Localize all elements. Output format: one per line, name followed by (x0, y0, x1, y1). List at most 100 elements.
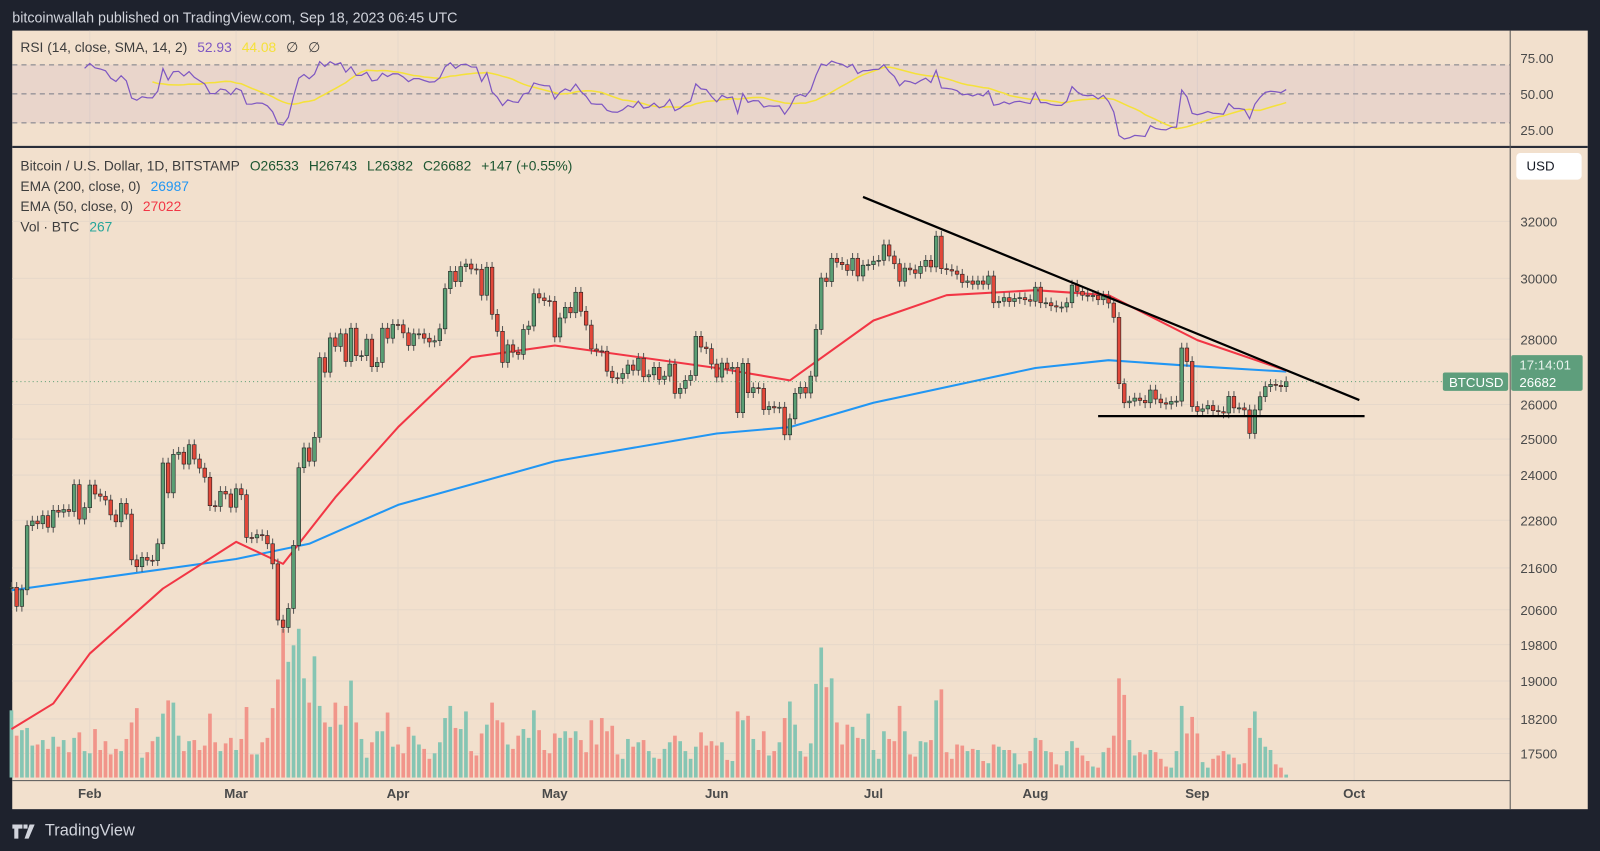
candle-body (1127, 400, 1132, 404)
y-tick-label: 26000 (1520, 398, 1557, 413)
rsi-extra-1: ∅ (286, 39, 299, 56)
candle-body (1158, 398, 1163, 404)
candle-body (772, 406, 777, 409)
volume-bar (835, 722, 839, 778)
volume-bar (213, 742, 218, 778)
candle-body (338, 333, 343, 347)
volume-bar (704, 745, 709, 778)
volume-bar (730, 761, 735, 778)
volume-bar (1111, 735, 1116, 778)
candle-body (213, 505, 218, 508)
candle-body (949, 269, 954, 272)
candle (348, 322, 354, 367)
candle-body (683, 380, 688, 389)
candle (902, 262, 907, 287)
candle (949, 264, 954, 277)
candle-body (792, 393, 798, 420)
volume-bar (1273, 764, 1278, 778)
volume-bar (448, 705, 453, 778)
candle (176, 446, 181, 460)
currency-button[interactable]: USD (1516, 153, 1582, 180)
volume-bar (61, 740, 66, 778)
candle (1132, 392, 1137, 407)
candle (907, 262, 913, 276)
volume-bar (620, 758, 625, 778)
candle (740, 358, 745, 418)
volume-bar (317, 705, 322, 778)
candle-body (228, 493, 233, 508)
volume-bar (338, 724, 343, 778)
candle-body (839, 262, 845, 265)
volume-bar (563, 731, 568, 778)
candle (1069, 279, 1075, 309)
candle (1284, 376, 1289, 393)
candle-body (1247, 409, 1252, 434)
volume-bar (610, 725, 615, 778)
last-price-value: 26682 (1519, 375, 1556, 390)
candle (495, 309, 500, 337)
volume-bar (667, 742, 672, 778)
candle-body (61, 509, 66, 513)
candle-body (56, 509, 61, 513)
tradingview-brand[interactable]: TradingView (12, 822, 135, 840)
candle (113, 509, 119, 528)
candle (98, 488, 103, 502)
candle (787, 413, 793, 441)
chart-panel[interactable] (12, 30, 1588, 810)
candle-body (479, 268, 484, 296)
volume-bar (929, 740, 933, 778)
rsi-tick-label: 25.00 (1520, 123, 1553, 138)
candle (1278, 380, 1284, 393)
candle-body (730, 366, 735, 370)
candle (1054, 300, 1059, 313)
candle (484, 261, 489, 301)
candle-body (171, 454, 176, 494)
candle (944, 263, 949, 275)
candle (1085, 289, 1090, 302)
candle-body (975, 280, 981, 285)
candle-body (495, 314, 500, 332)
volume-bar (286, 661, 291, 778)
candle (725, 357, 730, 375)
symbol-price-tag-text: BTCUSD (1449, 375, 1503, 390)
candle (636, 352, 641, 376)
candle (1210, 400, 1216, 416)
volume-bar (1237, 764, 1242, 778)
volume-bar (1253, 711, 1257, 778)
candle (1247, 404, 1252, 439)
candle (202, 462, 207, 483)
candle-body (981, 280, 986, 285)
candle-body (897, 263, 902, 282)
volume-bar (735, 711, 740, 778)
ohlc-close: C26682 (422, 158, 472, 174)
volume-bar (1064, 751, 1069, 778)
candle-body (35, 520, 40, 525)
candle (218, 486, 223, 512)
candle-body (1106, 295, 1111, 304)
candle-body (526, 325, 531, 330)
volume-bar (411, 735, 416, 778)
volume-bar (176, 735, 181, 778)
volume-bar (108, 754, 113, 778)
candle (803, 382, 808, 399)
candle (1257, 391, 1263, 416)
candle-body (881, 244, 887, 261)
candle-body (516, 351, 521, 355)
volume-bar (1002, 749, 1006, 778)
volume-bar (855, 737, 860, 778)
candle (766, 401, 772, 415)
candle-body (892, 255, 897, 265)
volume-bar (605, 731, 609, 778)
volume-bar (103, 741, 108, 778)
volume-bar (808, 743, 813, 778)
candle (1048, 297, 1054, 312)
candle (369, 333, 375, 372)
ema50-line (10, 289, 1287, 731)
candle (150, 554, 155, 566)
volume-bar (568, 737, 573, 778)
candle-body (1163, 402, 1169, 405)
volume-bar (532, 710, 536, 778)
volume-bar (1268, 749, 1273, 778)
candle-body (202, 467, 207, 478)
